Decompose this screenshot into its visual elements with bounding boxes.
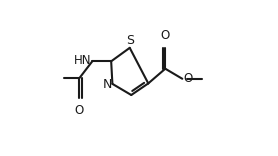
Text: S: S [126,34,134,47]
Text: O: O [75,104,84,117]
Text: O: O [161,29,170,42]
Text: N: N [102,78,112,91]
Text: HN: HN [74,54,91,68]
Text: O: O [183,72,192,85]
